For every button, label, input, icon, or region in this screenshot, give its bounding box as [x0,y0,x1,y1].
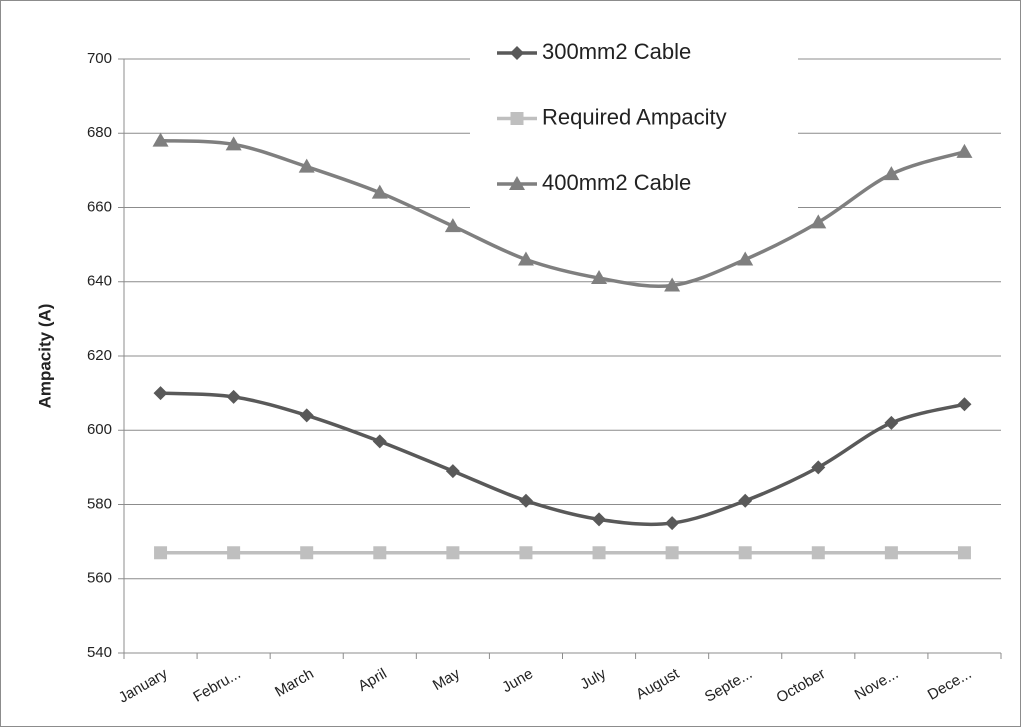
marker [591,270,608,285]
y-tick-label: 560 [87,570,112,587]
marker [519,546,533,560]
y-tick-label: 660 [87,198,112,215]
marker [300,546,314,560]
marker [154,546,168,560]
marker [510,112,524,125]
marker [738,546,752,560]
marker [518,493,533,508]
marker [153,386,168,401]
marker [152,132,169,147]
marker [810,214,827,229]
marker [298,158,315,173]
y-tick-label: 540 [87,644,112,661]
legend: 300mm2 Cable Required Ampacity 400mm2 Cabl… [470,30,798,210]
marker [373,546,387,560]
marker [227,546,241,560]
y-tick-label: 640 [87,273,112,290]
marker [665,516,680,531]
marker [884,546,898,560]
marker [372,434,387,449]
marker [510,46,524,60]
marker [957,546,971,560]
marker [371,184,388,199]
y-axis-label: Ampacity (A) [35,304,54,409]
marker [225,136,242,151]
y-tick-label: 620 [87,347,112,364]
marker [299,408,314,423]
marker [956,143,973,158]
y-tick-label: 680 [87,124,112,141]
marker [226,389,241,404]
marker [664,277,681,292]
marker [517,251,534,266]
marker [665,546,679,560]
marker [592,512,607,527]
marker [811,460,826,475]
marker [811,546,825,560]
y-tick-label: 600 [87,421,112,438]
marker [509,176,525,190]
y-tick-label: 580 [87,495,112,512]
legend-label: Required Ampacity [542,104,727,129]
marker [592,546,606,560]
legend-label: 300mm2 Cable [542,39,691,64]
marker [883,166,900,181]
marker [445,464,460,479]
marker [957,397,972,412]
marker [738,493,753,508]
series-line [160,391,965,527]
marker [444,218,461,233]
marker [737,251,754,266]
series-line [160,138,965,289]
legend-label: 400mm2 Cable [542,170,691,195]
marker [884,415,899,430]
y-tick-label: 700 [87,50,112,67]
marker [446,546,460,560]
